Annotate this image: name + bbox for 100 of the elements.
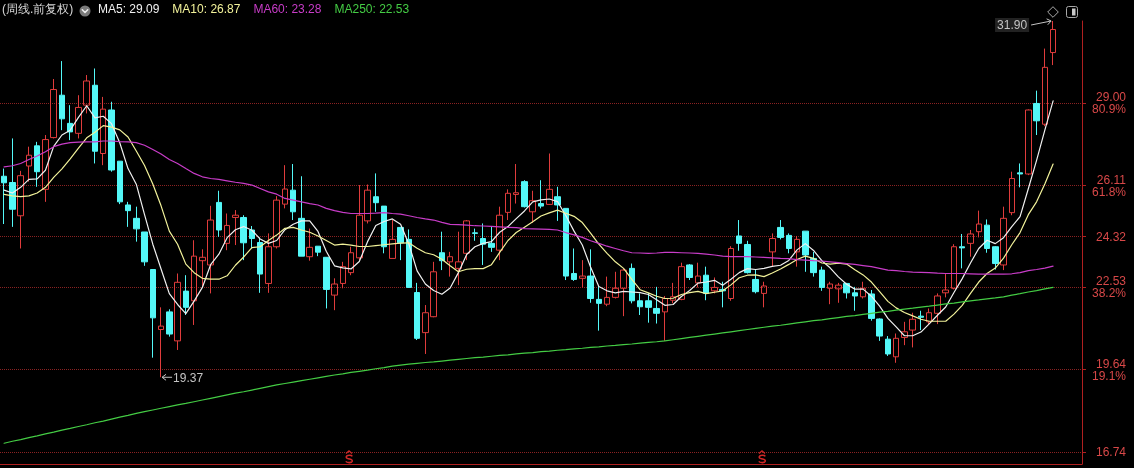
- candlestick: [976, 210, 982, 238]
- candlestick: [513, 163, 519, 205]
- candlestick: [340, 261, 346, 289]
- line-series: [3, 125, 1054, 322]
- candlestick: [571, 247, 577, 282]
- candlestick: [323, 256, 330, 309]
- line-series: [3, 100, 1054, 337]
- line-series: [3, 286, 1054, 444]
- candlestick: [951, 243, 957, 290]
- candlestick: [992, 245, 999, 271]
- candlestick: [695, 262, 701, 288]
- candlestick: [447, 251, 453, 278]
- candlestick: [257, 236, 263, 294]
- candlestick: [463, 219, 470, 261]
- candlestick: [315, 245, 321, 257]
- candlestick: [521, 179, 528, 209]
- candlestick: [703, 266, 709, 301]
- candlestick: [579, 259, 586, 288]
- candlestick: [505, 188, 511, 221]
- candlestick: [100, 96, 106, 166]
- candlestick: [794, 235, 800, 268]
- candlestick: [26, 146, 32, 183]
- candlestick: [240, 214, 247, 261]
- candlestick: [670, 282, 676, 304]
- annotation: 31.90: [997, 18, 1028, 32]
- candlestick: [885, 335, 891, 357]
- candlestick: [348, 246, 354, 276]
- candlestick: [934, 292, 941, 325]
- candlestick: [232, 209, 239, 246]
- y-tick-label: 29.00 80.9%: [1091, 90, 1127, 117]
- chart-title: (周线.前复权): [2, 2, 74, 16]
- candlestick: [546, 153, 553, 206]
- candlestick: [637, 292, 643, 316]
- candlestick: [909, 312, 916, 348]
- candlestick: [686, 263, 693, 281]
- line-series: [3, 140, 1054, 275]
- candlestick: [728, 245, 734, 302]
- candlestick: [662, 295, 668, 342]
- candlestick: [496, 206, 503, 261]
- candlestick: [389, 219, 396, 259]
- candlestick: [17, 170, 24, 249]
- candlestick: [331, 277, 338, 311]
- text: MA60: 23.28: [253, 2, 322, 16]
- candlestick: [92, 67, 98, 164]
- candlestick: [587, 248, 594, 304]
- y-tick-label: 22.53 38.2%: [1091, 274, 1127, 301]
- candlestick: [563, 207, 569, 281]
- candlestick: [1042, 48, 1048, 127]
- candlestick: [604, 276, 610, 307]
- candlestick: [414, 282, 420, 341]
- candlestick: [306, 228, 313, 262]
- candlestick: [802, 230, 809, 273]
- candlestick: [298, 175, 305, 257]
- candlestick: [150, 269, 156, 359]
- annotation: 19.37: [173, 371, 204, 386]
- candlestick: [653, 286, 660, 325]
- y-tick-label: 19.64 19.1%: [1091, 356, 1127, 383]
- candlestick: [455, 231, 462, 286]
- candlestick: [744, 240, 751, 274]
- y-tick-label: 24.32: [1095, 229, 1127, 244]
- candlestick: [736, 219, 742, 252]
- candlestick: [290, 163, 296, 221]
- candlestick: [42, 134, 49, 203]
- candlestick: [711, 276, 718, 294]
- text: MA250: 22.53: [334, 2, 410, 16]
- candlestick: [860, 281, 866, 300]
- candlestick: [761, 281, 767, 308]
- candlestick: [1009, 171, 1015, 216]
- candlestick: [59, 60, 65, 131]
- text: MA10: 26.87: [172, 2, 241, 16]
- y-tick-label: 16.74: [1095, 445, 1127, 460]
- candlestick: [752, 269, 759, 294]
- candlestick: [174, 272, 181, 351]
- candlestick: [852, 286, 858, 312]
- candlestick: [488, 226, 495, 253]
- candlestick: [967, 229, 974, 258]
- candlestick: [439, 231, 445, 271]
- candlestick: [926, 307, 932, 325]
- candlestick: [1033, 90, 1040, 136]
- candlestick: [786, 232, 792, 254]
- candlestick: [645, 292, 652, 324]
- candlestick: [827, 281, 833, 305]
- candlestick: [529, 190, 536, 224]
- candlestick: [1017, 162, 1023, 188]
- candlestick: [83, 74, 90, 114]
- candlestick: [381, 205, 387, 254]
- candlestick: [141, 231, 148, 267]
- legend-label: MA5: 29.09: [98, 2, 160, 16]
- candlestick: [1, 168, 7, 225]
- candlestick: [117, 160, 123, 205]
- candlestick: [942, 273, 949, 298]
- candlestick: [224, 213, 230, 251]
- candlestick: [893, 332, 899, 364]
- candlestick: [819, 266, 825, 292]
- candlestick: [133, 206, 140, 243]
- candlestick: [75, 94, 82, 139]
- candlestick: [835, 282, 842, 304]
- candlestick: [678, 262, 685, 301]
- candlestick: [596, 285, 602, 332]
- candlestick: [538, 179, 544, 209]
